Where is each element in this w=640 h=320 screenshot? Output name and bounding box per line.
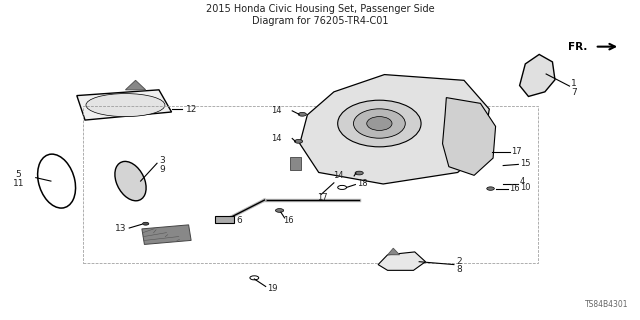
Text: 12: 12 — [186, 105, 197, 114]
Text: 5: 5 — [15, 170, 21, 179]
Polygon shape — [125, 80, 146, 90]
Ellipse shape — [86, 93, 165, 116]
Text: 14: 14 — [333, 172, 343, 180]
Text: 10: 10 — [520, 183, 530, 192]
Text: 11: 11 — [13, 180, 24, 188]
Polygon shape — [77, 90, 172, 120]
Ellipse shape — [275, 209, 284, 212]
Polygon shape — [388, 248, 399, 255]
Text: 15: 15 — [520, 159, 530, 168]
Polygon shape — [442, 98, 495, 175]
Ellipse shape — [355, 171, 364, 175]
Text: 14: 14 — [271, 106, 281, 115]
Ellipse shape — [338, 100, 421, 147]
Text: FR.: FR. — [568, 42, 587, 52]
Title: 2015 Honda Civic Housing Set, Passenger Side
Diagram for 76205-TR4-C01: 2015 Honda Civic Housing Set, Passenger … — [205, 4, 435, 26]
Text: 19: 19 — [267, 284, 278, 293]
Text: 16: 16 — [509, 183, 520, 193]
Ellipse shape — [487, 187, 494, 190]
Polygon shape — [290, 157, 301, 170]
Ellipse shape — [298, 112, 307, 116]
Text: 13: 13 — [115, 224, 126, 233]
Text: 17: 17 — [511, 147, 522, 156]
Polygon shape — [378, 252, 426, 270]
Text: 2: 2 — [456, 257, 462, 266]
FancyBboxPatch shape — [215, 216, 234, 222]
Ellipse shape — [353, 109, 405, 138]
Text: 8: 8 — [456, 265, 462, 274]
Text: 3: 3 — [159, 156, 165, 165]
Ellipse shape — [143, 222, 149, 225]
Polygon shape — [520, 54, 555, 96]
Text: 7: 7 — [572, 88, 577, 97]
Text: TS84B4301: TS84B4301 — [585, 300, 628, 309]
Polygon shape — [300, 75, 490, 184]
Text: 18: 18 — [356, 179, 367, 188]
Text: 4: 4 — [520, 177, 525, 186]
Ellipse shape — [367, 116, 392, 131]
Text: 1: 1 — [572, 79, 577, 88]
Text: 6: 6 — [237, 216, 243, 225]
Ellipse shape — [294, 140, 303, 143]
Ellipse shape — [115, 161, 146, 201]
Text: 17: 17 — [317, 193, 328, 202]
Text: 9: 9 — [159, 164, 165, 173]
Text: 16: 16 — [284, 216, 294, 225]
Polygon shape — [142, 225, 191, 244]
Text: 14: 14 — [271, 134, 281, 143]
